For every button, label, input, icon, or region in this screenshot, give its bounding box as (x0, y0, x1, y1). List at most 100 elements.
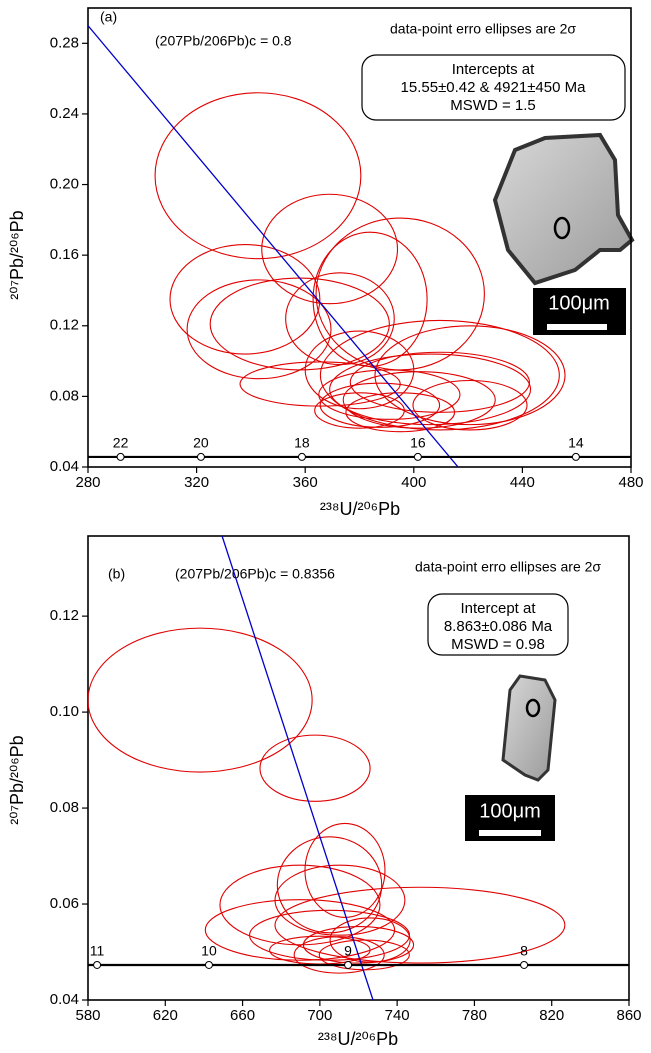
intercept-line: MSWD = 1.5 (450, 97, 535, 114)
error-ellipse (154, 92, 362, 260)
error-ellipse (259, 734, 371, 802)
y-tick-label: 0.06 (50, 895, 79, 912)
discordia-line (221, 536, 374, 1000)
panel-label: (b) (108, 566, 125, 582)
scale-bar-label: 100μm (548, 292, 610, 314)
x-tick-label: 660 (230, 1007, 255, 1024)
concordia-age-label: 20 (193, 435, 209, 451)
error-ellipse (319, 319, 560, 431)
y-tick-label: 0.08 (50, 799, 79, 816)
intercept-box (361, 54, 626, 121)
concordia-age-label: 8 (520, 943, 528, 959)
y-tick-label: 0.16 (50, 246, 79, 263)
y-tick-label: 0.28 (50, 34, 79, 51)
error-ellipse (285, 272, 395, 366)
ellipse-note: data-point erro ellipses are 2σ (415, 559, 601, 575)
error-ellipse (314, 392, 405, 429)
error-ellipse (169, 244, 321, 355)
error-ellipse (329, 917, 411, 963)
x-tick-label: 780 (462, 1007, 487, 1024)
x-tick-label: 440 (510, 474, 535, 491)
error-ellipse (274, 886, 566, 964)
x-tick-label: 580 (75, 1007, 100, 1024)
zircon-image (492, 132, 635, 286)
x-tick-label: 700 (307, 1007, 332, 1024)
plot-frame (87, 7, 632, 468)
x-tick-label: 820 (539, 1007, 564, 1024)
error-ellipse (276, 836, 383, 934)
y-tick-label: 0.12 (50, 607, 79, 624)
error-ellipse (319, 382, 441, 428)
spot-marker (553, 216, 571, 240)
error-ellipse (302, 926, 415, 964)
common-pb-label: (207Pb/206Pb)c = 0.8356 (175, 566, 335, 582)
error-ellipse (342, 371, 496, 429)
scale-bar (479, 830, 541, 836)
plot-frame (87, 535, 630, 1001)
concordia-age-label: 11 (90, 943, 105, 959)
y-tick-label: 0.10 (50, 703, 79, 720)
concordia-age-label: 16 (410, 435, 426, 451)
error-ellipse (204, 899, 396, 961)
ellipse-note: data-point erro ellipses are 2σ (390, 21, 576, 37)
error-ellipse (304, 330, 415, 410)
intercept-line: 8.863±0.086 Ma (444, 618, 553, 635)
y-tick-label: 0.04 (50, 458, 79, 475)
concordia-age-marker (344, 960, 353, 969)
spot-marker (525, 698, 541, 718)
y-tick-label: 0.24 (50, 105, 79, 122)
x-tick-label: 320 (184, 474, 209, 491)
concordia-age-marker (196, 452, 205, 461)
intercept-line: Intercept at (460, 600, 536, 617)
concordia-age-marker (116, 452, 125, 461)
concordia-age-marker (571, 452, 580, 461)
concordia-age-marker (413, 452, 422, 461)
concordia-age-label: 14 (568, 435, 584, 451)
error-ellipse (329, 353, 532, 426)
discordia-line (88, 25, 459, 467)
y-axis-label: ²⁰⁷Pb/²⁰⁶Pb (7, 210, 27, 299)
panel-label: (a) (100, 9, 117, 25)
y-tick-label: 0.08 (50, 387, 79, 404)
concordia-age-label: 18 (294, 435, 310, 451)
zircon-image (501, 674, 557, 782)
concordia-age-label: 10 (201, 943, 217, 959)
error-ellipse (345, 392, 456, 433)
x-tick-label: 360 (293, 474, 318, 491)
concordia-age-marker (520, 960, 529, 969)
scale-bar (547, 324, 607, 330)
x-tick-label: 740 (385, 1007, 410, 1024)
x-tick-label: 400 (401, 474, 426, 491)
x-tick-label: 620 (153, 1007, 178, 1024)
intercept-line: Intercepts at (452, 61, 535, 78)
x-axis-label: ²³⁸U/²⁰⁶Pb (318, 1029, 398, 1049)
x-tick-label: 480 (618, 474, 643, 491)
concordia-age-label: 22 (113, 435, 129, 451)
error-ellipse (412, 379, 528, 431)
x-tick-label: 280 (75, 474, 100, 491)
x-axis-label: ²³⁸U/²⁰⁶Pb (320, 499, 400, 519)
x-tick-label: 860 (616, 1007, 641, 1024)
error-ellipse (318, 369, 461, 420)
y-axis-label: ²⁰⁷Pb/²⁰⁶Pb (7, 735, 27, 824)
plot-area (88, 536, 566, 1000)
common-pb-label: (207Pb/206Pb)c = 0.8 (155, 33, 292, 49)
error-ellipse (88, 627, 313, 773)
scale-bar-label: 100μm (479, 800, 541, 822)
concordia-age-marker (93, 960, 102, 969)
error-ellipse (261, 193, 399, 305)
y-tick-label: 0.04 (50, 991, 79, 1008)
error-ellipse (209, 277, 390, 371)
concordia-age-marker (297, 452, 306, 461)
error-ellipse (374, 325, 566, 426)
intercept-line: 15.55±0.42 & 4921±450 Ma (401, 79, 587, 96)
error-ellipse (186, 279, 332, 380)
concordia-age-marker (204, 960, 213, 969)
error-ellipse (219, 864, 381, 946)
y-tick-label: 0.20 (50, 176, 79, 193)
plot-area (88, 25, 566, 467)
concordia-age-label: 9 (344, 943, 352, 959)
y-tick-label: 0.12 (50, 317, 79, 334)
intercept-line: MSWD = 0.98 (451, 636, 545, 653)
